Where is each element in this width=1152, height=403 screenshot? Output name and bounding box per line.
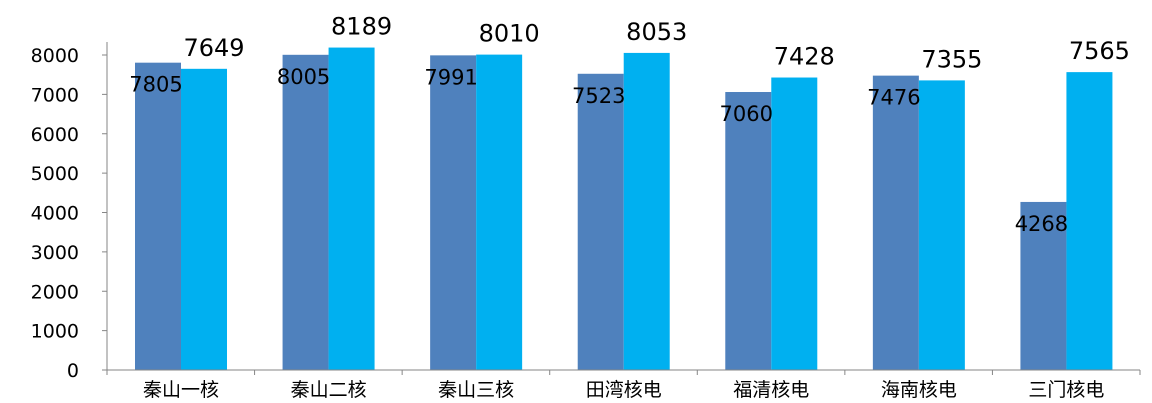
x-category-label: 秦山二核 bbox=[291, 379, 367, 401]
data-label-series-1: 8005 bbox=[277, 65, 330, 89]
bar-series-1 bbox=[135, 62, 181, 370]
bar-series-2 bbox=[476, 54, 523, 370]
x-category-label: 福清核电 bbox=[733, 379, 809, 401]
bar-series-2 bbox=[623, 52, 670, 371]
x-category-label: 秦山三核 bbox=[438, 379, 514, 401]
x-category-label: 秦山一核 bbox=[143, 379, 219, 401]
data-label-series-1: 7060 bbox=[720, 102, 773, 126]
bar-series-1 bbox=[1020, 201, 1067, 370]
data-label-series-1: 7805 bbox=[129, 73, 182, 97]
y-tick-label: 8000 bbox=[31, 45, 79, 67]
y-axis: 0 1000 2000 3000 4000 5000 6000 7000 8000 bbox=[31, 42, 108, 382]
y-tick-label: 1000 bbox=[31, 321, 79, 343]
data-label-series-2: 7649 bbox=[183, 34, 244, 62]
data-label-series-1: 7523 bbox=[572, 84, 625, 108]
x-axis: 秦山一核 秦山二核 秦山三核 田湾核电 福清核电 海南核电 三门核电 bbox=[106, 369, 1141, 401]
data-label-series-2: 7428 bbox=[774, 43, 835, 71]
data-label-series-2: 8053 bbox=[626, 18, 687, 46]
y-tick-label: 2000 bbox=[31, 281, 79, 303]
data-label-series-2: 8189 bbox=[331, 13, 392, 41]
bar-series-2 bbox=[181, 68, 227, 371]
bars-group bbox=[135, 47, 1113, 371]
y-tick-label: 0 bbox=[67, 360, 79, 382]
y-tick-label: 6000 bbox=[31, 124, 79, 146]
data-label-series-2: 7355 bbox=[921, 45, 982, 73]
bar-series-2 bbox=[1066, 72, 1113, 371]
data-label-series-1: 7476 bbox=[867, 86, 920, 110]
bar-series-2 bbox=[918, 80, 965, 370]
bar-series-1 bbox=[430, 55, 477, 371]
data-label-series-2: 8010 bbox=[479, 20, 540, 48]
y-tick-label: 3000 bbox=[31, 242, 79, 264]
y-tick-label: 4000 bbox=[31, 203, 79, 225]
bar-series-2 bbox=[771, 77, 818, 371]
bar-series-1 bbox=[872, 75, 919, 370]
bar-series-1 bbox=[725, 92, 772, 370]
bar-series-1 bbox=[577, 73, 624, 371]
x-category-label: 田湾核电 bbox=[586, 379, 662, 401]
bar-series-1 bbox=[282, 54, 329, 370]
data-label-series-1: 7991 bbox=[424, 65, 477, 89]
y-tick-label: 7000 bbox=[31, 84, 79, 106]
data-label-series-1: 4268 bbox=[1015, 212, 1068, 236]
y-tick-label: 5000 bbox=[31, 163, 79, 185]
x-category-label: 海南核电 bbox=[881, 379, 957, 401]
x-category-label: 三门核电 bbox=[1028, 379, 1104, 401]
data-label-series-2: 7565 bbox=[1069, 37, 1130, 65]
bar-series-2 bbox=[328, 47, 375, 370]
